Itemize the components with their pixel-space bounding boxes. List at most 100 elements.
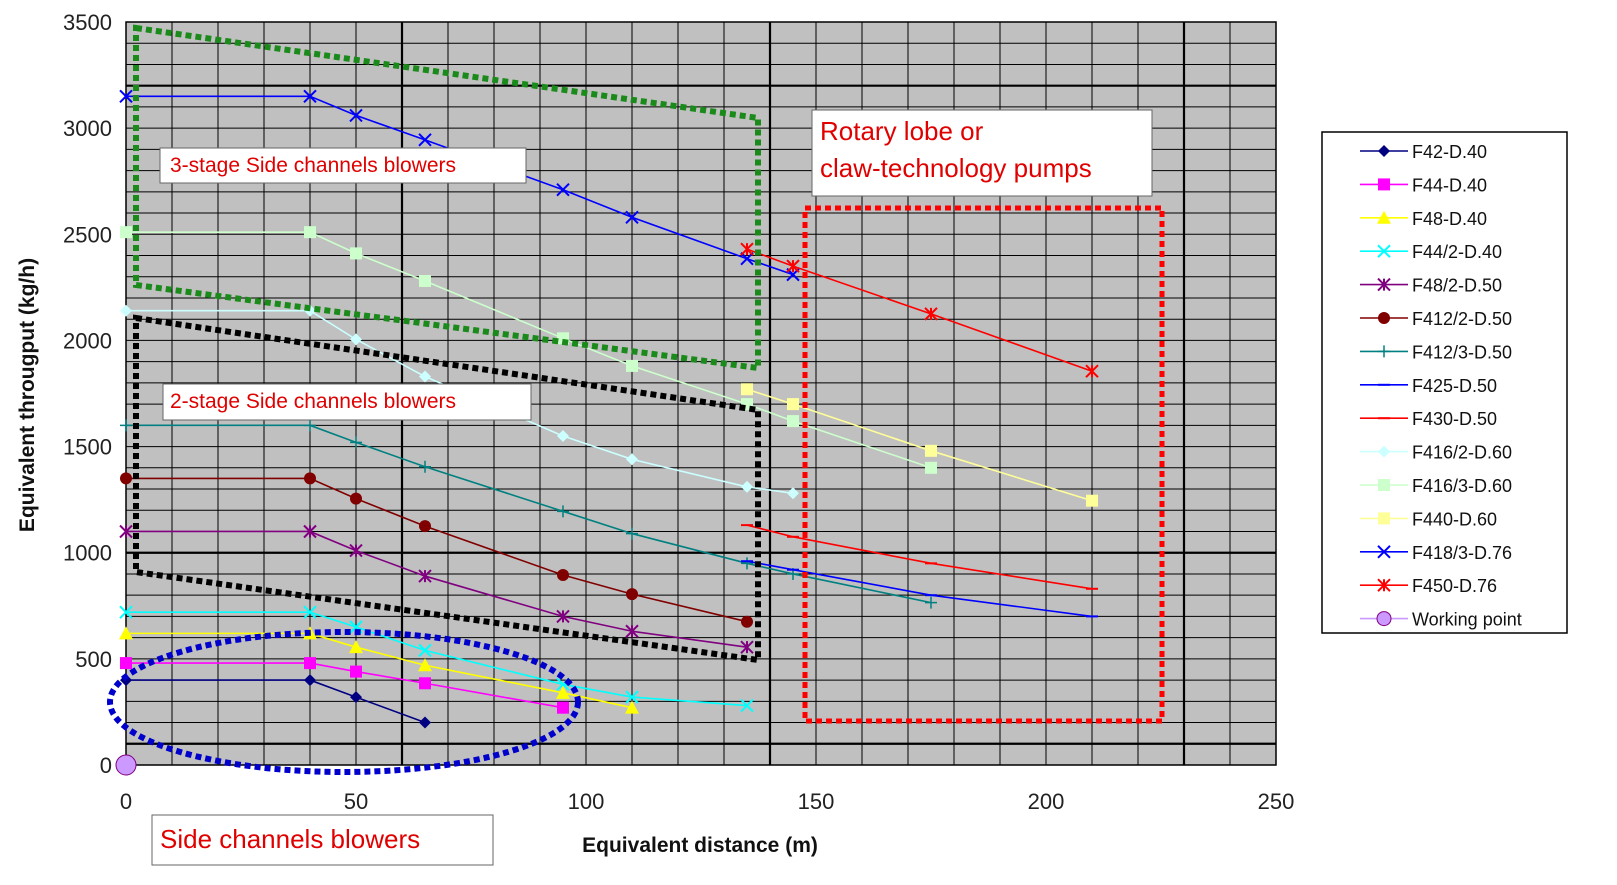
label-side-channel: Side channels blowers bbox=[160, 824, 420, 854]
legend-label: F440-D.60 bbox=[1412, 509, 1497, 529]
data-point bbox=[1377, 545, 1391, 559]
label-rotary-line1: Rotary lobe or bbox=[820, 116, 984, 146]
data-point bbox=[303, 524, 317, 539]
data-point bbox=[120, 472, 132, 485]
data-point bbox=[304, 657, 316, 670]
data-point bbox=[626, 453, 638, 466]
legend: F42-D.40 F44-D.40 F48-D.40 F44/2-D.40 F48/2-… bbox=[1321, 131, 1568, 634]
y-tick-label: 2500 bbox=[63, 222, 112, 247]
data-point bbox=[1377, 244, 1391, 258]
plot-border bbox=[125, 21, 1277, 766]
series-10 bbox=[120, 226, 937, 474]
legend-entry: F440-D.60 bbox=[1360, 509, 1497, 529]
data-point bbox=[925, 596, 937, 609]
data-point bbox=[120, 226, 132, 239]
series-line bbox=[746, 388, 1093, 502]
data-point bbox=[786, 259, 800, 273]
series-6 bbox=[120, 419, 937, 609]
data-point bbox=[1378, 145, 1390, 157]
data-point bbox=[349, 640, 363, 654]
data-point bbox=[1378, 479, 1390, 491]
data-point bbox=[625, 690, 639, 704]
data-point bbox=[1377, 210, 1391, 224]
data-point bbox=[626, 359, 638, 372]
data-point bbox=[1378, 178, 1390, 191]
data-point bbox=[350, 492, 362, 505]
data-point bbox=[304, 419, 316, 432]
data-point bbox=[350, 691, 362, 704]
data-point bbox=[349, 543, 363, 558]
data-point bbox=[557, 701, 569, 714]
series-5 bbox=[120, 472, 753, 628]
legend-entry: F430-D.50 bbox=[1360, 409, 1497, 429]
data-point bbox=[119, 524, 133, 539]
series-11 bbox=[741, 383, 1098, 507]
data-point bbox=[304, 226, 316, 239]
x-axis-ticks: 0 50 100 150 200 250 bbox=[120, 789, 1294, 814]
data-point bbox=[1378, 512, 1390, 525]
data-point bbox=[626, 588, 638, 601]
series-line bbox=[126, 679, 426, 724]
data-point bbox=[418, 658, 432, 672]
legend-entry: F44/2-D.40 bbox=[1360, 242, 1502, 262]
data-point bbox=[787, 398, 799, 411]
data-point bbox=[419, 677, 431, 690]
y-tick-label: 2000 bbox=[63, 328, 112, 353]
data-point bbox=[304, 472, 316, 485]
series-14 bbox=[115, 754, 137, 776]
data-point bbox=[924, 307, 938, 321]
legend-box bbox=[1321, 131, 1568, 634]
series-line bbox=[746, 248, 1093, 372]
y-tick-label: 3500 bbox=[63, 10, 112, 35]
legend-label: Working point bbox=[1412, 610, 1522, 630]
x-tick-label: 250 bbox=[1258, 789, 1295, 814]
legend-label: F450-D.76 bbox=[1412, 576, 1497, 596]
legend-entry: F416/3-D.60 bbox=[1360, 476, 1512, 496]
data-point bbox=[304, 674, 316, 687]
x-tick-label: 50 bbox=[344, 789, 368, 814]
label-2-stage: 2-stage Side channels blowers bbox=[170, 390, 456, 413]
y-tick-label: 0 bbox=[100, 753, 112, 778]
series-1 bbox=[120, 657, 569, 714]
data-point bbox=[740, 251, 754, 266]
series-13 bbox=[740, 242, 1099, 378]
grid bbox=[125, 21, 1277, 766]
legend-entry: F48/2-D.50 bbox=[1360, 276, 1502, 296]
legend-label: F425-D.50 bbox=[1412, 376, 1497, 396]
legend-label: F418/3-D.76 bbox=[1412, 543, 1512, 563]
y-tick-label: 1000 bbox=[63, 541, 112, 566]
data-point bbox=[741, 480, 753, 493]
region-rotary-lobe bbox=[802, 205, 1165, 724]
data-point bbox=[350, 665, 362, 678]
data-point bbox=[120, 304, 132, 317]
data-point bbox=[115, 754, 137, 776]
data-point bbox=[419, 716, 431, 729]
series-3 bbox=[119, 605, 754, 713]
x-tick-label: 150 bbox=[798, 789, 835, 814]
legend-label: F416/3-D.60 bbox=[1412, 476, 1512, 496]
data-point bbox=[350, 247, 362, 260]
legend-entry: F416/2-D.60 bbox=[1360, 443, 1512, 463]
data-point bbox=[787, 487, 799, 500]
data-point bbox=[557, 569, 569, 582]
y-tick-label: 3000 bbox=[63, 116, 112, 141]
region-2-stage bbox=[133, 314, 761, 664]
legend-label: F48-D.40 bbox=[1412, 209, 1487, 229]
region-3-stage bbox=[133, 24, 761, 372]
legend-label: F44-D.40 bbox=[1412, 175, 1487, 195]
data-point bbox=[740, 242, 754, 256]
annotation-layer: 3-stage Side channels blowers 2-stage Si… bbox=[107, 24, 1165, 866]
x-tick-label: 100 bbox=[568, 789, 605, 814]
legend-label: F430-D.50 bbox=[1412, 409, 1497, 429]
data-point bbox=[740, 640, 754, 654]
label-box-3-stage bbox=[159, 147, 527, 184]
legend-entry: F44-D.40 bbox=[1360, 175, 1487, 195]
data-point bbox=[350, 436, 362, 449]
data-point bbox=[925, 444, 937, 457]
data-point bbox=[1086, 494, 1098, 507]
legend-label: F416/2-D.60 bbox=[1412, 443, 1512, 463]
data-point bbox=[1378, 445, 1390, 458]
data-point bbox=[119, 626, 133, 640]
data-point bbox=[787, 415, 799, 428]
data-point bbox=[741, 615, 753, 628]
